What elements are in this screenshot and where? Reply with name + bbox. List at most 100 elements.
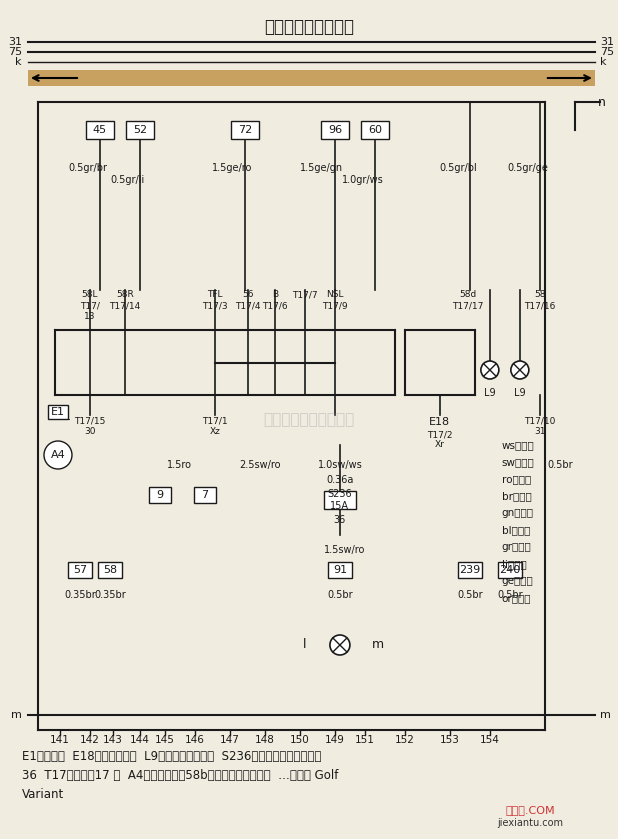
Text: 153: 153 <box>440 735 460 745</box>
Text: ge＝黄色: ge＝黄色 <box>502 576 533 586</box>
Bar <box>86 121 114 139</box>
Text: 57: 57 <box>73 565 87 575</box>
Text: E1: E1 <box>51 407 65 417</box>
Circle shape <box>44 441 72 469</box>
Text: 1.0gr/ws: 1.0gr/ws <box>342 175 384 185</box>
Text: 0.36a: 0.36a <box>326 475 353 485</box>
Text: 75: 75 <box>600 47 614 57</box>
Text: 91: 91 <box>333 565 347 575</box>
Text: m: m <box>372 638 384 652</box>
Text: k: k <box>15 57 22 67</box>
Bar <box>194 487 216 503</box>
Text: 58
T17/16: 58 T17/16 <box>524 290 556 310</box>
Text: 58R
T17/14: 58R T17/14 <box>109 290 140 310</box>
Text: 杭州将睿科技有限公司: 杭州将睿科技有限公司 <box>263 413 355 428</box>
Text: 149: 149 <box>325 735 345 745</box>
Text: TFL
T17/3: TFL T17/3 <box>202 290 228 310</box>
Text: jiexiantu.com: jiexiantu.com <box>497 818 563 828</box>
Text: S236
15A: S236 15A <box>328 489 352 511</box>
Text: 0.5gr/ge: 0.5gr/ge <box>507 163 548 173</box>
Text: 96: 96 <box>328 125 342 135</box>
Text: 31: 31 <box>600 37 614 47</box>
Text: 45: 45 <box>93 125 107 135</box>
Text: 1.5ro: 1.5ro <box>167 460 192 470</box>
Text: 52: 52 <box>133 125 147 135</box>
Text: T17/1
Xz: T17/1 Xz <box>202 417 228 436</box>
Text: 75: 75 <box>8 47 22 57</box>
Text: 1.0sw/ws: 1.0sw/ws <box>318 460 362 470</box>
Text: 1.5sw/ro: 1.5sw/ro <box>324 545 366 555</box>
Text: 灯开关、后雾灯开关: 灯开关、后雾灯开关 <box>264 18 354 36</box>
Circle shape <box>330 635 350 655</box>
Text: 58d
T17/17: 58d T17/17 <box>452 290 483 310</box>
Text: 142: 142 <box>80 735 100 745</box>
Text: 0.5br: 0.5br <box>327 590 353 600</box>
Text: li＝紫色: li＝紫色 <box>502 559 527 569</box>
Text: 58L
T17/
13: 58L T17/ 13 <box>80 290 100 321</box>
Text: m: m <box>600 710 611 720</box>
Text: 0.5gr/li: 0.5gr/li <box>111 175 145 185</box>
Text: 145: 145 <box>155 735 175 745</box>
Text: L9: L9 <box>484 388 496 398</box>
Bar <box>149 487 171 503</box>
Text: m: m <box>11 710 22 720</box>
Text: 143: 143 <box>103 735 123 745</box>
Text: 0.5br: 0.5br <box>457 590 483 600</box>
Text: 56
T17/4: 56 T17/4 <box>235 290 261 310</box>
Text: ro＝红色: ro＝红色 <box>502 474 531 484</box>
Bar <box>324 491 356 509</box>
Text: gr＝灰色: gr＝灰色 <box>502 542 531 552</box>
Text: 7: 7 <box>201 490 208 500</box>
Text: 接线图.COM: 接线图.COM <box>505 805 555 815</box>
Text: 240: 240 <box>499 565 520 575</box>
Text: T17/7: T17/7 <box>292 290 318 299</box>
Text: ws＝白色: ws＝白色 <box>502 440 535 450</box>
Text: 151: 151 <box>355 735 375 745</box>
Text: T17/2
Xr: T17/2 Xr <box>427 430 452 450</box>
Bar <box>231 121 259 139</box>
Bar <box>28 70 595 86</box>
Bar <box>321 121 349 139</box>
Text: 147: 147 <box>220 735 240 745</box>
Bar <box>98 562 122 578</box>
Circle shape <box>511 361 529 379</box>
Text: E1: E1 <box>58 412 72 422</box>
Text: 150: 150 <box>290 735 310 745</box>
Bar <box>328 562 352 578</box>
Text: 0.35br: 0.35br <box>64 590 96 600</box>
Text: 146: 146 <box>185 735 205 745</box>
Text: 60: 60 <box>368 125 382 135</box>
Text: 148: 148 <box>255 735 275 745</box>
Text: 36: 36 <box>334 515 346 525</box>
Text: 72: 72 <box>238 125 252 135</box>
Bar <box>498 562 522 578</box>
Text: gn＝绿色: gn＝绿色 <box>502 508 534 518</box>
Bar <box>126 121 154 139</box>
Text: B
T17/6: B T17/6 <box>262 290 288 310</box>
Text: 152: 152 <box>395 735 415 745</box>
Bar <box>48 405 68 419</box>
Text: 1.5ge/ro: 1.5ge/ro <box>212 163 252 173</box>
Text: 154: 154 <box>480 735 500 745</box>
Text: E18: E18 <box>430 417 451 427</box>
Text: l: l <box>303 638 307 652</box>
Text: bl＝蓝色: bl＝蓝色 <box>502 525 530 535</box>
Text: 144: 144 <box>130 735 150 745</box>
Text: T17/15
30: T17/15 30 <box>74 417 106 436</box>
Text: L9: L9 <box>514 388 526 398</box>
Text: E1－灯开关  E18－后雾灯开关  L9－灯开关照明灯泡  S236－保险丝支架上保险丝
36  T17－插头，17 孔  A4－正极连接（58b），在仪表板: E1－灯开关 E18－后雾灯开关 L9－灯开关照明灯泡 S236－保险丝支架上保… <box>22 750 339 801</box>
Text: 9: 9 <box>156 490 164 500</box>
Bar <box>68 562 92 578</box>
Bar <box>458 562 482 578</box>
Text: 58: 58 <box>103 565 117 575</box>
Text: k: k <box>600 57 606 67</box>
Text: or＝橙色: or＝橙色 <box>502 593 531 603</box>
Circle shape <box>481 361 499 379</box>
Text: 1.5ge/gn: 1.5ge/gn <box>300 163 344 173</box>
Text: 0.5br: 0.5br <box>497 590 523 600</box>
Bar <box>361 121 389 139</box>
Text: br＝棕色: br＝棕色 <box>502 491 531 501</box>
Text: 0.35br: 0.35br <box>94 590 126 600</box>
Text: 0.5br: 0.5br <box>547 460 573 470</box>
Text: 239: 239 <box>459 565 480 575</box>
